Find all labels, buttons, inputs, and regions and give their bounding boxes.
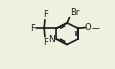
Text: Br: Br xyxy=(70,8,79,17)
Text: O: O xyxy=(84,23,90,32)
Text: F: F xyxy=(43,38,47,47)
Text: —: — xyxy=(91,24,98,33)
Text: F: F xyxy=(43,10,47,19)
Text: N: N xyxy=(48,35,55,44)
Text: F: F xyxy=(30,24,35,33)
